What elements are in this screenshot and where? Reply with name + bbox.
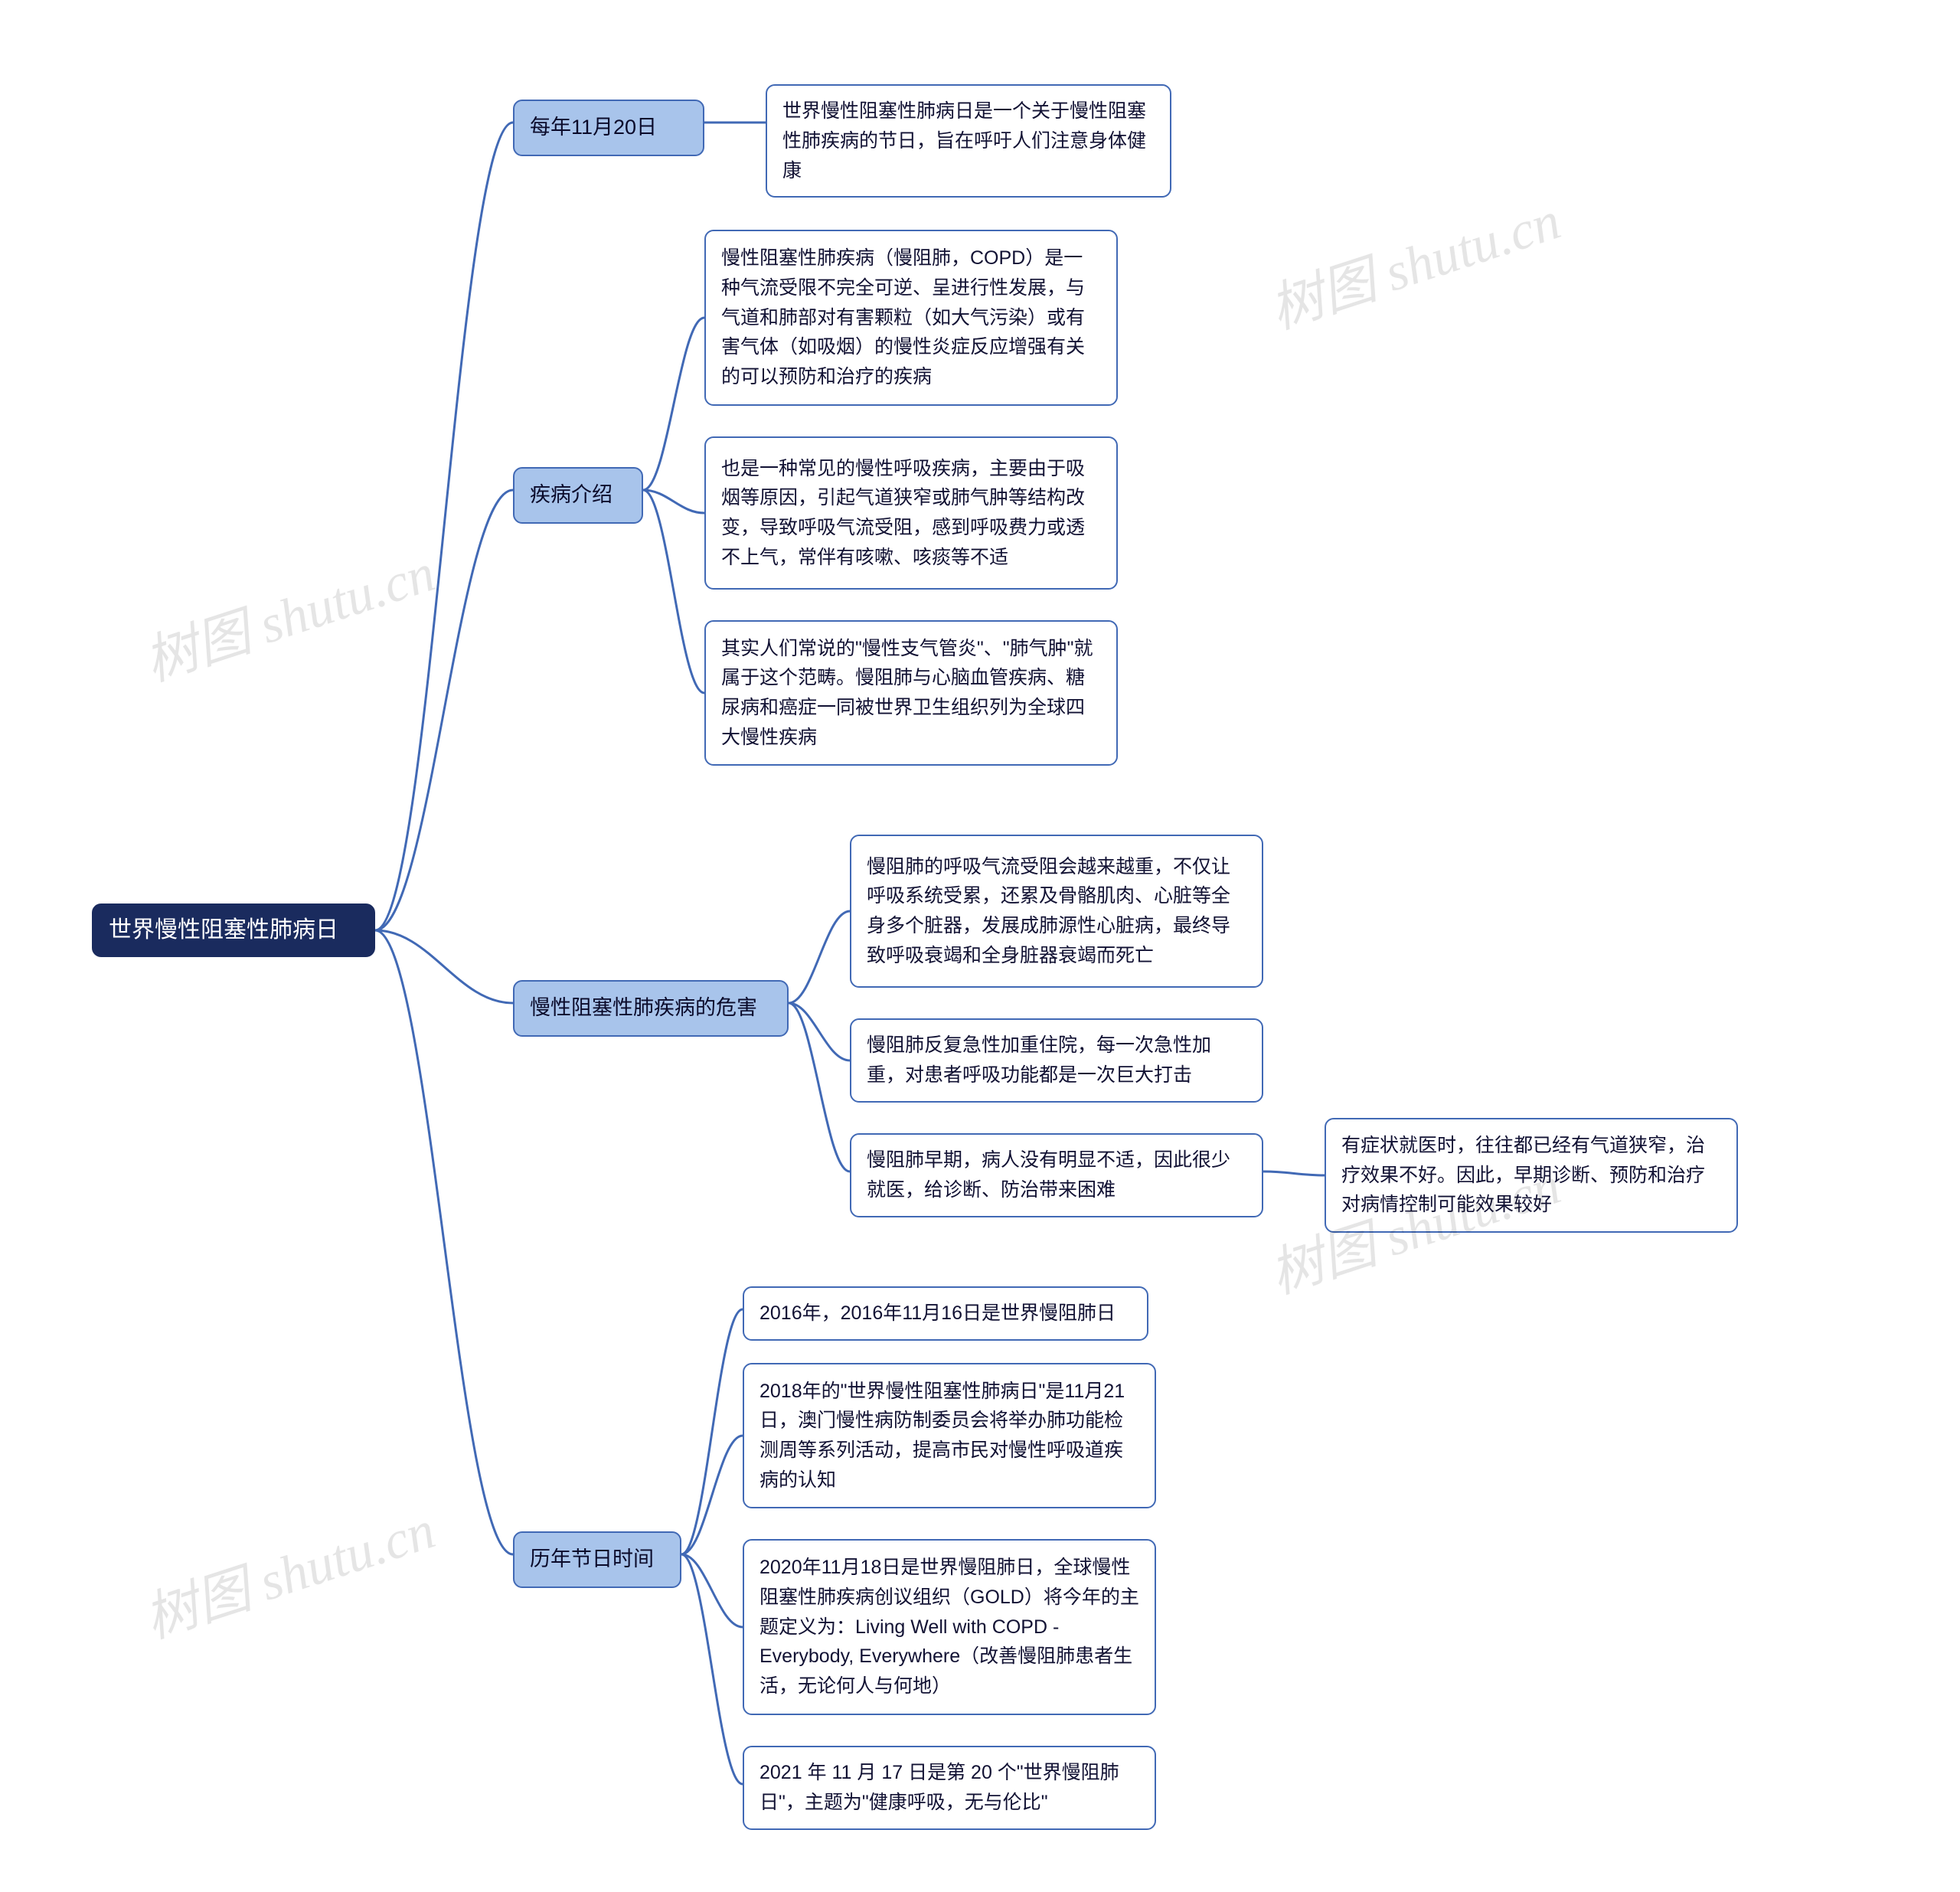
leaf-b4l4-label: 2021 年 11 月 17 日是第 20 个"世界慢阻肺日"，主题为"健康呼吸…: [760, 1758, 1139, 1818]
leaf-b2l3[interactable]: 其实人们常说的"慢性支气管炎"、"肺气肿"就属于这个范畴。慢阻肺与心脑血管疾病、…: [704, 620, 1118, 766]
branch-b4[interactable]: 历年节日时间: [513, 1531, 681, 1588]
watermark: 树图 shutu.cn: [1259, 178, 1569, 344]
leaf-b3l2-label: 慢阻肺反复急性加重住院，每一次急性加重，对患者呼吸功能都是一次巨大打击: [867, 1031, 1246, 1090]
leaf-b4l1-label: 2016年，2016年11月16日是世界慢阻肺日: [760, 1299, 1116, 1328]
branch-b2[interactable]: 疾病介绍: [513, 467, 643, 524]
leaf-b2l2[interactable]: 也是一种常见的慢性呼吸疾病，主要由于吸烟等原因，引起气道狭窄或肺气肿等结构改变，…: [704, 436, 1118, 590]
leaf-b3l3[interactable]: 慢阻肺早期，病人没有明显不适，因此很少就医，给诊断、防治带来困难: [850, 1133, 1263, 1217]
leaf-b3l2[interactable]: 慢阻肺反复急性加重住院，每一次急性加重，对患者呼吸功能都是一次巨大打击: [850, 1018, 1263, 1103]
leaf-b3l3-label: 慢阻肺早期，病人没有明显不适，因此很少就医，给诊断、防治带来困难: [867, 1145, 1246, 1205]
leaf-b4l3-label: 2020年11月18日是世界慢阻肺日，全球慢性阻塞性肺疾病创议组织（GOLD）将…: [760, 1553, 1139, 1701]
leaf-b4l3[interactable]: 2020年11月18日是世界慢阻肺日，全球慢性阻塞性肺疾病创议组织（GOLD）将…: [743, 1539, 1156, 1715]
leaf-b4l1[interactable]: 2016年，2016年11月16日是世界慢阻肺日: [743, 1286, 1148, 1341]
leaf-b2l1[interactable]: 慢性阻塞性肺疾病（慢阻肺，COPD）是一种气流受限不完全可逆、呈进行性发展，与气…: [704, 230, 1118, 406]
branch-b1[interactable]: 每年11月20日: [513, 100, 704, 156]
branch-b3-label: 慢性阻塞性肺疾病的危害: [530, 992, 757, 1024]
leaf-b4l4[interactable]: 2021 年 11 月 17 日是第 20 个"世界慢阻肺日"，主题为"健康呼吸…: [743, 1746, 1156, 1830]
branch-b2-label: 疾病介绍: [530, 479, 612, 511]
watermark: 树图 shutu.cn: [133, 1487, 443, 1653]
leaf-b3l3c1-label: 有症状就医时，往往都已经有气道狭窄，治疗效果不好。因此，早期诊断、预防和治疗对病…: [1341, 1131, 1721, 1220]
leaf-b3l1[interactable]: 慢阻肺的呼吸气流受阻会越来越重，不仅让呼吸系统受累，还累及骨骼肌肉、心脏等全身多…: [850, 835, 1263, 988]
branch-b4-label: 历年节日时间: [530, 1544, 654, 1576]
leaf-b3l3c1[interactable]: 有症状就医时，往往都已经有气道狭窄，治疗效果不好。因此，早期诊断、预防和治疗对病…: [1325, 1118, 1738, 1233]
leaf-b4l2[interactable]: 2018年的"世界慢性阻塞性肺病日"是11月21日，澳门慢性病防制委员会将举办肺…: [743, 1363, 1156, 1508]
leaf-b2l1-label: 慢性阻塞性肺疾病（慢阻肺，COPD）是一种气流受限不完全可逆、呈进行性发展，与气…: [721, 243, 1101, 392]
watermark: 树图 shutu.cn: [133, 530, 443, 696]
branch-b1-label: 每年11月20日: [530, 112, 657, 144]
root-node[interactable]: 世界慢性阻塞性肺病日: [92, 904, 375, 957]
leaf-b2l2-label: 也是一种常见的慢性呼吸疾病，主要由于吸烟等原因，引起气道狭窄或肺气肿等结构改变，…: [721, 454, 1101, 573]
leaf-b4l2-label: 2018年的"世界慢性阻塞性肺病日"是11月21日，澳门慢性病防制委员会将举办肺…: [760, 1377, 1139, 1495]
leaf-b2l3-label: 其实人们常说的"慢性支气管炎"、"肺气肿"就属于这个范畴。慢阻肺与心脑血管疾病、…: [721, 634, 1101, 753]
branch-b3[interactable]: 慢性阻塞性肺疾病的危害: [513, 980, 789, 1037]
leaf-b1l1-label: 世界慢性阻塞性肺病日是一个关于慢性阻塞性肺疾病的节日，旨在呼吁人们注意身体健康: [782, 96, 1155, 185]
root-label: 世界慢性阻塞性肺病日: [109, 913, 338, 949]
leaf-b3l1-label: 慢阻肺的呼吸气流受阻会越来越重，不仅让呼吸系统受累，还累及骨骼肌肉、心脏等全身多…: [867, 852, 1246, 971]
leaf-b1l1[interactable]: 世界慢性阻塞性肺病日是一个关于慢性阻塞性肺疾病的节日，旨在呼吁人们注意身体健康: [766, 84, 1171, 198]
